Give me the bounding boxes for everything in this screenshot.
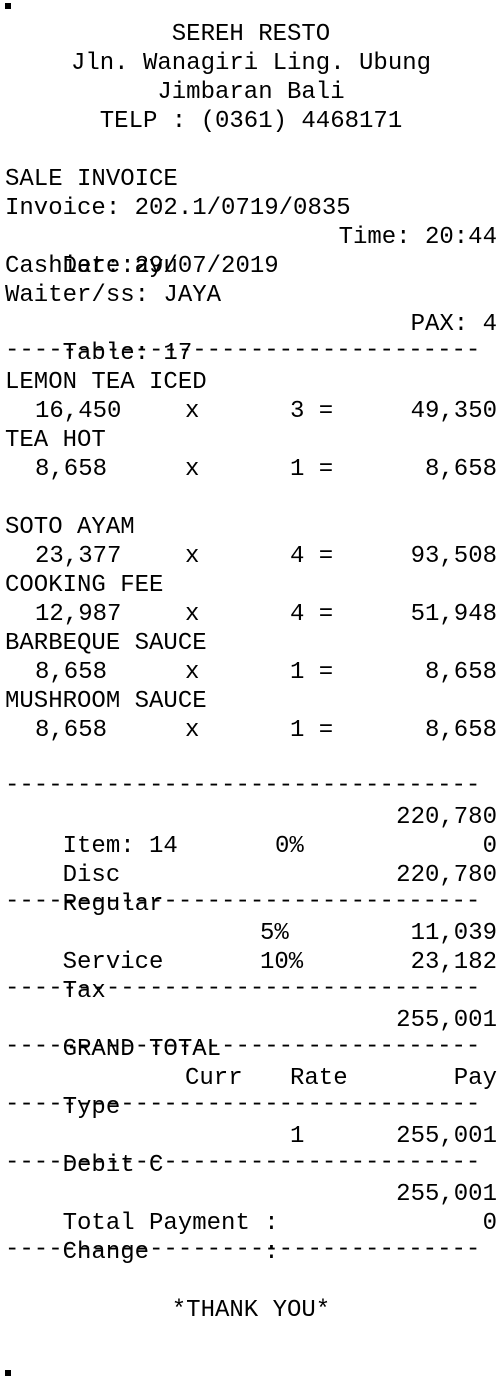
change-label: Change : [62,1239,279,1266]
regular-value: 220,780 [396,862,497,889]
document-type: SALE INVOICE [5,166,178,193]
top-dot [5,3,11,9]
payment-header-row: Type Curr Rate Pay [5,1064,497,1121]
service-value: 11,039 [410,920,497,947]
item-name: LEMON TEA ICED [5,369,207,396]
grand-total-label: GRAND TOTAL [62,1036,222,1063]
item-line: 23,377 x 4 = 93,508 [5,542,497,571]
payment-header-rate: Rate [290,1065,348,1092]
item-qty: 1 = [290,456,334,483]
item-price: 8,658 [35,717,108,744]
item-x: x [185,543,200,570]
waiter: Waiter/ss: JAYA [5,282,222,309]
item-qty: 3 = [290,398,334,425]
address-line-1: Jln. Wanagiri Ling. Ubung [70,50,432,77]
discount-percent: 0% [275,833,304,860]
payment-rate: 1 [290,1123,305,1150]
tax-value: 23,182 [410,949,497,976]
payment-amount: 255,001 [396,1123,497,1150]
change-value: 0 [482,1210,497,1237]
separator: --------------------------------- [5,1236,481,1263]
payment-header-curr: Curr [185,1065,243,1092]
item-qty: 1 = [290,659,334,686]
service-percent: 5% [260,920,289,947]
item-line: 8,658 x 1 = 8,658 [5,716,497,745]
item-price: 12,987 [35,601,122,628]
separator: --------------------------------- [5,888,481,915]
item-x: x [185,717,200,744]
service-row: Service 5% 11,039 [5,919,497,976]
payment-header-pay: Pay [453,1065,497,1092]
discount-row: Disc 0% 0 [5,832,497,889]
restaurant-name: SEREH RESTO [171,21,331,48]
item-line: 16,450 x 3 = 49,350 [5,397,497,426]
regular-label: Regular [62,891,164,918]
discount-label: Disc [62,862,121,889]
total-payment-label: Total Payment : [62,1210,279,1237]
payment-row: Debit C 1 255,001 [5,1122,497,1179]
item-name: SOTO AYAM [5,514,135,541]
separator: --------------------------------- [5,1149,481,1176]
separator: --------------------------------- [5,975,481,1002]
payment-header-type: Type [62,1094,121,1121]
item-name: BARBEQUE SAUCE [5,630,207,657]
tax-label: Tax [62,978,106,1005]
regular-row: Regular 220,780 [5,861,497,918]
separator: --------------------------------- [5,1091,481,1118]
grand-total-row: GRAND TOTAL 255,001 [5,1006,497,1063]
tax-row: Tax 10% 23,182 [5,948,497,1005]
tax-percent: 10% [260,949,304,976]
item-name: MUSHROOM SAUCE [5,688,207,715]
item-total: 93,508 [410,543,497,570]
date-time-row: Date:29/07/2019 Time: 20:44 [5,223,497,280]
total-payment-value: 255,001 [396,1181,497,1208]
item-price: 16,450 [35,398,122,425]
pax: PAX: 4 [410,311,497,338]
item-x: x [185,659,200,686]
item-line: 8,658 x 1 = 8,658 [5,455,497,484]
change-row: Change : 0 [5,1209,497,1266]
grand-total-value: 255,001 [396,1007,497,1034]
item-total: 8,658 [424,717,497,744]
item-total: 49,350 [410,398,497,425]
bottom-dot [5,1370,11,1376]
item-total: 51,948 [410,601,497,628]
item-qty: 4 = [290,543,334,570]
item-name: COOKING FEE [5,572,164,599]
address-line-2: Jimbaran Bali [157,79,345,106]
thank-you-message: *THANK YOU* [171,1297,331,1324]
discount-value: 0 [482,833,497,860]
item-x: x [185,456,200,483]
item-count-row: Item: 14 220,780 [5,803,497,860]
invoice-number: Invoice: 202.1/0719/0835 [5,195,351,222]
item-line: 8,658 x 1 = 8,658 [5,658,497,687]
separator: --------------------------------- [5,337,481,364]
item-price: 23,377 [35,543,122,570]
item-price: 8,658 [35,456,108,483]
separator: --------------------------------- [5,1033,481,1060]
item-x: x [185,398,200,425]
table-number: Table: 17 [62,340,193,367]
table-pax-row: Table: 17 PAX: 4 [5,310,497,367]
item-qty: 4 = [290,601,334,628]
cashier: Cashier: ayu [5,253,178,280]
item-name: TEA HOT [5,427,106,454]
total-payment-row: Total Payment : 255,001 [5,1180,497,1237]
item-line: 12,987 x 4 = 51,948 [5,600,497,629]
time: Time: 20:44 [338,224,497,251]
date: Date:29/07/2019 [62,253,279,280]
item-total: 8,658 [424,456,497,483]
item-count-label: Item: 14 [62,833,178,860]
separator: --------------------------------- [5,772,481,799]
item-x: x [185,601,200,628]
item-price: 8,658 [35,659,108,686]
payment-type: Debit C [62,1152,164,1179]
service-label: Service [62,949,164,976]
item-qty: 1 = [290,717,334,744]
phone-number: TELP : (0361) 4468171 [99,108,403,135]
item-count-value: 220,780 [396,804,497,831]
item-total: 8,658 [424,659,497,686]
